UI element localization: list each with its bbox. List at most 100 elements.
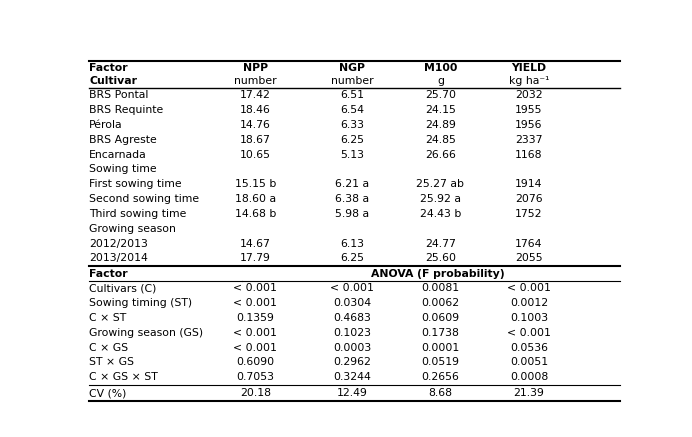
Text: 17.42: 17.42 xyxy=(240,90,271,101)
Text: Second sowing time: Second sowing time xyxy=(89,194,199,204)
Text: 2337: 2337 xyxy=(516,135,543,145)
Text: BRS Requinte: BRS Requinte xyxy=(89,105,163,115)
Text: 0.0536: 0.0536 xyxy=(510,343,548,353)
Text: 14.67: 14.67 xyxy=(240,239,271,249)
Text: Cultivars (C): Cultivars (C) xyxy=(89,284,156,293)
Text: YIELD: YIELD xyxy=(511,62,547,73)
Text: 24.85: 24.85 xyxy=(425,135,456,145)
Text: ST × GS: ST × GS xyxy=(89,357,134,368)
Text: Growing season (GS): Growing season (GS) xyxy=(89,328,203,338)
Text: 0.0062: 0.0062 xyxy=(421,298,459,308)
Text: 0.2962: 0.2962 xyxy=(333,357,371,368)
Text: C × GS × ST: C × GS × ST xyxy=(89,372,158,382)
Text: 1955: 1955 xyxy=(516,105,543,115)
Text: 0.6090: 0.6090 xyxy=(237,357,275,368)
Text: 1956: 1956 xyxy=(516,120,543,130)
Text: 0.4683: 0.4683 xyxy=(333,313,371,323)
Text: < 0.001: < 0.001 xyxy=(507,328,551,338)
Text: 24.15: 24.15 xyxy=(425,105,456,115)
Text: Encarnada: Encarnada xyxy=(89,150,147,160)
Text: Growing season: Growing season xyxy=(89,224,176,234)
Text: NGP: NGP xyxy=(339,62,365,73)
Text: Cultivar: Cultivar xyxy=(89,76,137,86)
Text: First sowing time: First sowing time xyxy=(89,179,182,189)
Text: 0.0012: 0.0012 xyxy=(510,298,548,308)
Text: 6.54: 6.54 xyxy=(340,105,364,115)
Text: 0.3244: 0.3244 xyxy=(333,372,371,382)
Text: 5.98 a: 5.98 a xyxy=(335,209,369,219)
Text: < 0.001: < 0.001 xyxy=(233,298,277,308)
Text: 21.39: 21.39 xyxy=(513,388,545,398)
Text: 24.89: 24.89 xyxy=(425,120,456,130)
Text: 2032: 2032 xyxy=(515,90,543,101)
Text: 14.76: 14.76 xyxy=(240,120,271,130)
Text: 25.27 ab: 25.27 ab xyxy=(417,179,464,189)
Text: < 0.001: < 0.001 xyxy=(233,284,277,293)
Text: 0.1359: 0.1359 xyxy=(237,313,274,323)
Text: 6.51: 6.51 xyxy=(340,90,364,101)
Text: 0.0519: 0.0519 xyxy=(421,357,459,368)
Text: Sowing timing (ST): Sowing timing (ST) xyxy=(89,298,192,308)
Text: M100: M100 xyxy=(424,62,457,73)
Text: 0.1003: 0.1003 xyxy=(510,313,548,323)
Text: 1914: 1914 xyxy=(516,179,543,189)
Text: 17.79: 17.79 xyxy=(240,253,271,264)
Text: 0.7053: 0.7053 xyxy=(237,372,275,382)
Text: 24.43 b: 24.43 b xyxy=(420,209,461,219)
Text: kg ha⁻¹: kg ha⁻¹ xyxy=(509,76,549,86)
Text: C × ST: C × ST xyxy=(89,313,127,323)
Text: BRS Pontal: BRS Pontal xyxy=(89,90,149,101)
Text: < 0.001: < 0.001 xyxy=(507,284,551,293)
Text: 12.49: 12.49 xyxy=(336,388,367,398)
Text: 1752: 1752 xyxy=(516,209,543,219)
Text: Factor: Factor xyxy=(89,62,128,73)
Text: C × GS: C × GS xyxy=(89,343,128,353)
Text: < 0.001: < 0.001 xyxy=(330,284,374,293)
Text: 0.1738: 0.1738 xyxy=(421,328,459,338)
Text: 2013/2014: 2013/2014 xyxy=(89,253,148,264)
Text: CV (%): CV (%) xyxy=(89,388,127,398)
Text: 0.1023: 0.1023 xyxy=(333,328,371,338)
Text: 1764: 1764 xyxy=(516,239,543,249)
Text: 18.67: 18.67 xyxy=(240,135,271,145)
Text: < 0.001: < 0.001 xyxy=(233,328,277,338)
Text: 0.0609: 0.0609 xyxy=(421,313,459,323)
Text: Pérola: Pérola xyxy=(89,120,122,130)
Text: 8.68: 8.68 xyxy=(428,388,453,398)
Text: 0.0304: 0.0304 xyxy=(333,298,371,308)
Text: 2076: 2076 xyxy=(515,194,543,204)
Text: number: number xyxy=(331,76,373,86)
Text: BRS Agreste: BRS Agreste xyxy=(89,135,157,145)
Text: 25.70: 25.70 xyxy=(425,90,456,101)
Text: 1168: 1168 xyxy=(516,150,543,160)
Text: ANOVA (F probability): ANOVA (F probability) xyxy=(371,269,504,279)
Text: 10.65: 10.65 xyxy=(240,150,271,160)
Text: 25.60: 25.60 xyxy=(425,253,456,264)
Text: 2012/2013: 2012/2013 xyxy=(89,239,148,249)
Text: 18.60 a: 18.60 a xyxy=(235,194,276,204)
Text: Sowing time: Sowing time xyxy=(89,164,157,174)
Text: 6.25: 6.25 xyxy=(340,135,364,145)
Text: 25.92 a: 25.92 a xyxy=(420,194,461,204)
Text: 18.46: 18.46 xyxy=(240,105,271,115)
Text: 24.77: 24.77 xyxy=(425,239,456,249)
Text: Factor: Factor xyxy=(89,269,128,279)
Text: number: number xyxy=(234,76,277,86)
Text: g: g xyxy=(437,76,444,86)
Text: 15.15 b: 15.15 b xyxy=(235,179,276,189)
Text: 0.0081: 0.0081 xyxy=(421,284,459,293)
Text: < 0.001: < 0.001 xyxy=(233,343,277,353)
Text: 6.13: 6.13 xyxy=(340,239,364,249)
Text: Third sowing time: Third sowing time xyxy=(89,209,187,219)
Text: 0.0051: 0.0051 xyxy=(510,357,548,368)
Text: 0.0008: 0.0008 xyxy=(510,372,548,382)
Text: 0.2656: 0.2656 xyxy=(421,372,459,382)
Text: 0.0001: 0.0001 xyxy=(421,343,459,353)
Text: 0.0003: 0.0003 xyxy=(333,343,371,353)
Text: 20.18: 20.18 xyxy=(240,388,271,398)
Text: NPP: NPP xyxy=(243,62,268,73)
Text: 26.66: 26.66 xyxy=(425,150,456,160)
Text: 6.21 a: 6.21 a xyxy=(335,179,369,189)
Text: 6.25: 6.25 xyxy=(340,253,364,264)
Text: 5.13: 5.13 xyxy=(340,150,364,160)
